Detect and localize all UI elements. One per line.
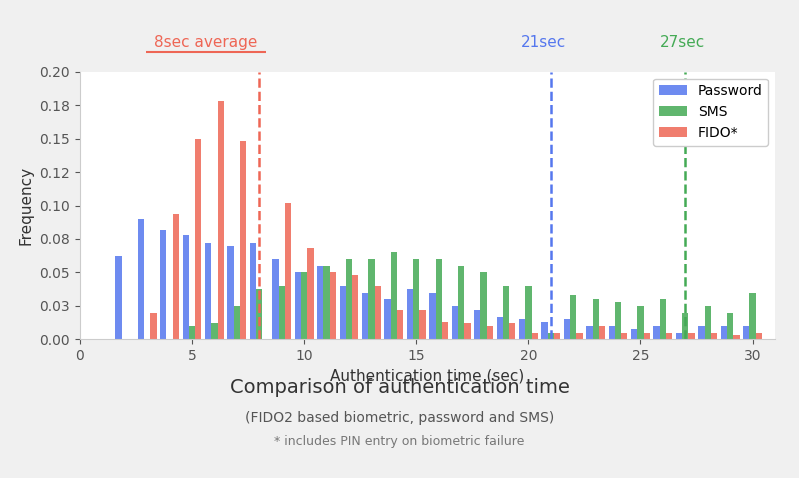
Y-axis label: Frequency: Frequency	[18, 166, 34, 245]
Bar	[503, 286, 509, 339]
Bar	[547, 333, 554, 339]
Bar	[593, 299, 598, 339]
Bar	[346, 259, 352, 339]
Bar	[301, 272, 308, 339]
Bar	[324, 266, 330, 339]
Bar	[519, 319, 525, 339]
Bar	[598, 326, 605, 339]
Bar	[173, 214, 179, 339]
X-axis label: Authentication time (sec): Authentication time (sec)	[330, 369, 525, 384]
Bar	[442, 322, 448, 339]
Bar	[375, 286, 381, 339]
Bar	[413, 259, 419, 339]
Bar	[272, 259, 279, 339]
Bar	[228, 246, 234, 339]
Bar	[749, 293, 756, 339]
Bar	[234, 306, 240, 339]
Bar	[211, 323, 217, 339]
Bar	[676, 333, 682, 339]
Bar	[525, 286, 531, 339]
Bar	[451, 306, 458, 339]
Bar	[435, 259, 442, 339]
Bar	[368, 259, 375, 339]
Bar	[576, 333, 582, 339]
Bar	[279, 286, 285, 339]
Bar	[564, 319, 570, 339]
Bar	[609, 326, 615, 339]
Bar	[217, 101, 224, 339]
Bar	[183, 235, 189, 339]
Bar	[317, 266, 324, 339]
Bar	[631, 329, 638, 339]
Bar	[115, 256, 121, 339]
Bar	[256, 289, 262, 339]
Bar	[487, 326, 493, 339]
Bar	[407, 289, 413, 339]
Text: 8sec average: 8sec average	[154, 35, 258, 50]
Text: Comparison of authentication time: Comparison of authentication time	[229, 378, 570, 397]
Bar	[615, 302, 621, 339]
Bar	[474, 310, 480, 339]
Bar	[137, 219, 144, 339]
Bar	[554, 333, 560, 339]
Bar	[638, 306, 644, 339]
Bar	[586, 326, 593, 339]
Bar	[160, 229, 166, 339]
Bar	[397, 310, 403, 339]
Bar	[743, 326, 749, 339]
Bar	[496, 316, 503, 339]
Bar	[189, 326, 195, 339]
Bar	[362, 293, 368, 339]
Bar	[542, 322, 547, 339]
Bar	[205, 243, 211, 339]
Bar	[705, 306, 711, 339]
Bar	[756, 333, 762, 339]
Bar	[240, 141, 246, 339]
Text: 27sec: 27sec	[660, 35, 705, 50]
Bar	[721, 326, 727, 339]
Bar	[682, 313, 689, 339]
Bar	[644, 333, 650, 339]
Bar	[711, 333, 718, 339]
Bar	[150, 313, 157, 339]
Bar	[330, 272, 336, 339]
Bar	[509, 323, 515, 339]
Bar	[195, 139, 201, 339]
Bar	[733, 336, 740, 339]
Bar	[419, 310, 426, 339]
Legend: Password, SMS, FIDO*: Password, SMS, FIDO*	[654, 79, 768, 146]
Bar	[727, 313, 733, 339]
Text: * includes PIN entry on biometric failure: * includes PIN entry on biometric failur…	[274, 435, 525, 448]
Bar	[391, 252, 397, 339]
Bar	[384, 299, 391, 339]
Bar	[689, 333, 695, 339]
Bar	[531, 333, 538, 339]
Bar	[654, 326, 660, 339]
Bar	[295, 272, 301, 339]
Bar	[698, 326, 705, 339]
Bar	[464, 323, 471, 339]
Bar	[285, 203, 291, 339]
Bar	[458, 266, 464, 339]
Bar	[660, 299, 666, 339]
Bar	[340, 286, 346, 339]
Bar	[570, 295, 576, 339]
Bar	[429, 293, 435, 339]
Bar	[480, 272, 487, 339]
Bar	[621, 333, 627, 339]
Bar	[666, 333, 672, 339]
Bar	[308, 249, 313, 339]
Text: (FIDO2 based biometric, password and SMS): (FIDO2 based biometric, password and SMS…	[244, 411, 555, 425]
Text: 21sec: 21sec	[521, 35, 566, 50]
Bar	[352, 275, 359, 339]
Bar	[250, 243, 256, 339]
